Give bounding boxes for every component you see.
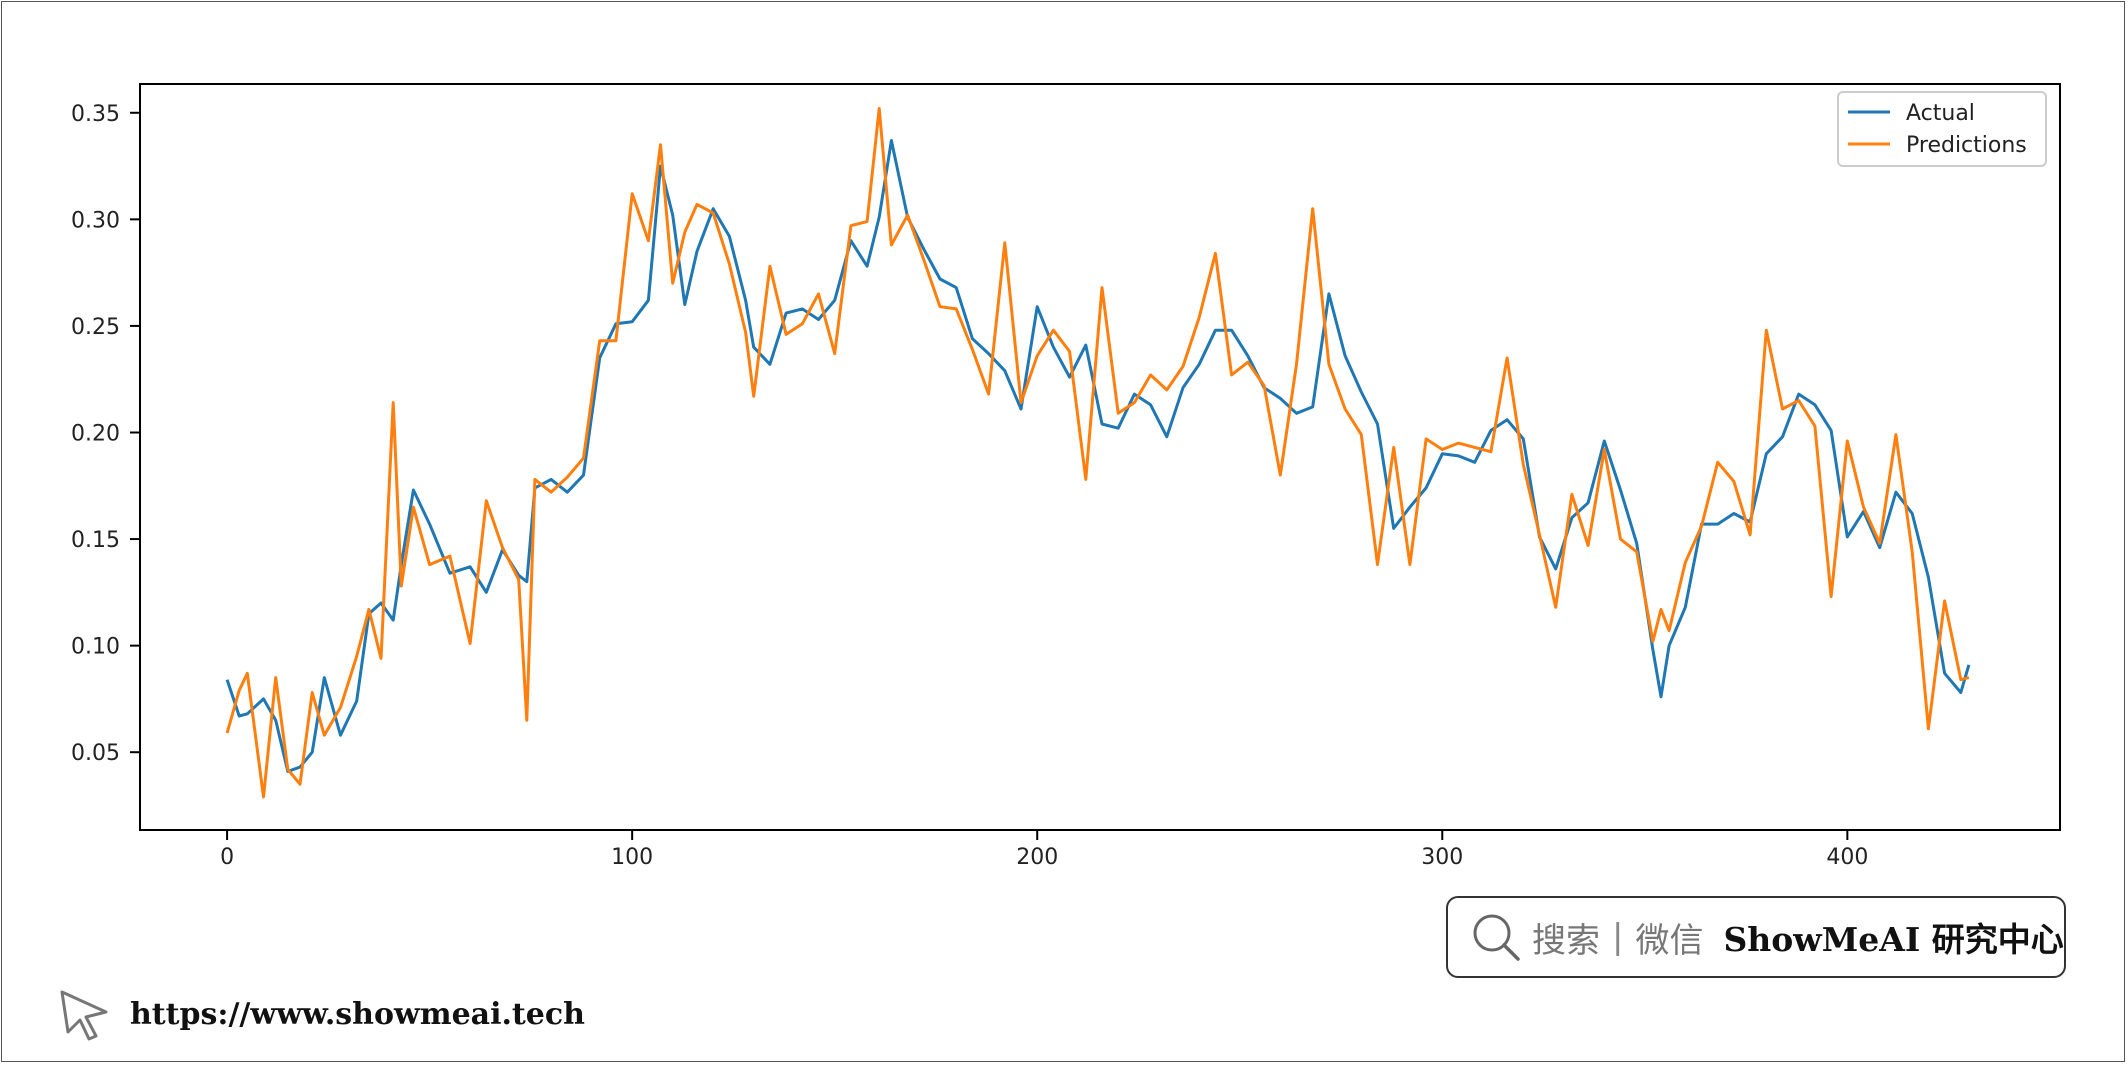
wechat-label: 微信 xyxy=(1635,920,1704,961)
y-tick-label: 0.05 xyxy=(71,741,120,766)
y-tick-label: 0.15 xyxy=(71,528,120,553)
y-tick-label: 0.20 xyxy=(71,421,120,446)
x-tick-label: 300 xyxy=(1421,845,1463,870)
series-line-actual xyxy=(225,139,1971,773)
y-tick-label: 0.10 xyxy=(71,635,120,660)
series-line-predictions xyxy=(225,107,1970,799)
cursor-icon xyxy=(60,990,108,1041)
plot-border xyxy=(139,83,2061,831)
y-tick-label: 0.35 xyxy=(71,102,120,127)
x-tick-label: 400 xyxy=(1826,845,1868,870)
y-tick-label: 0.25 xyxy=(71,315,120,340)
plot-area xyxy=(139,83,2061,831)
search-icon xyxy=(1473,914,1520,961)
y-tick-label: 0.30 xyxy=(71,208,120,233)
legend-label-actual: Actual xyxy=(1906,101,1975,126)
separator: | xyxy=(1612,917,1624,957)
x-tick-label: 100 xyxy=(611,845,653,870)
search-watermark: 搜索 | 微信 ShowMeAI 研究中心 xyxy=(1446,896,2066,978)
y-axis-ticks: 0.05 0.10 0.15 0.20 0.25 0.30 0.35 xyxy=(71,102,140,766)
x-axis-ticks: 0 100 200 300 400 xyxy=(220,830,1868,870)
series-group xyxy=(225,107,1971,799)
footer-url[interactable]: https://www.showmeai.tech xyxy=(130,996,585,1032)
x-tick-label: 0 xyxy=(220,845,234,870)
legend: Actual Predictions xyxy=(1837,91,2047,167)
brand-name: ShowMeAI 研究中心 xyxy=(1723,920,2064,959)
footer: https://www.showmeai.tech xyxy=(56,986,585,1042)
legend-label-predictions: Predictions xyxy=(1906,133,2027,158)
x-tick-label: 200 xyxy=(1016,845,1058,870)
search-label: 搜索 xyxy=(1532,920,1600,961)
